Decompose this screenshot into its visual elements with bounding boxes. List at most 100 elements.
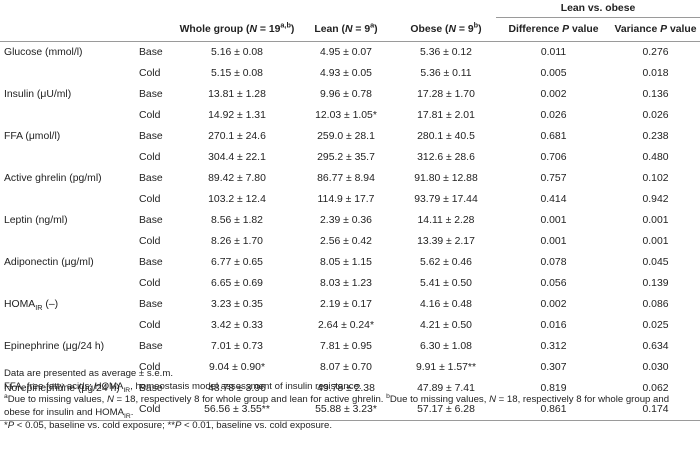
- table-row: Cold 6.65 ± 0.69 8.03 ± 1.23 5.41 ± 0.50 0.0…: [0, 273, 700, 294]
- lean-value: 8.05 ± 1.15: [320, 257, 372, 268]
- difference-p-value: 0.681: [540, 131, 567, 142]
- footnote-significance: *P < 0.05, baseline vs. cold exposure; *…: [4, 420, 333, 431]
- condition-label: Cold: [139, 152, 161, 163]
- variable-label: HOMAIR (–): [4, 299, 59, 313]
- whole-group-value: 270.1 ± 24.6: [208, 131, 266, 142]
- difference-p-value: 0.757: [540, 173, 567, 184]
- condition-label: Base: [139, 131, 163, 142]
- lean-value: 259.0 ± 28.1: [317, 131, 375, 142]
- condition-label: Cold: [139, 194, 161, 205]
- table-row: FFA (μmol/l) Base 270.1 ± 24.6 259.0 ± 28.1…: [0, 126, 700, 147]
- table-row: HOMAIR (–) Base 3.23 ± 0.35 2.19 ± 0.17 4.16…: [0, 294, 700, 315]
- lean-value: 8.07 ± 0.70: [320, 362, 372, 373]
- lean-value: 86.77 ± 8.94: [317, 173, 375, 184]
- difference-p-value: 0.002: [540, 299, 567, 310]
- variance-p-value: 0.001: [642, 215, 669, 226]
- difference-p-value: 0.016: [540, 320, 567, 331]
- lean-value: 2.56 ± 0.42: [320, 236, 372, 247]
- whole-group-value: 8.56 ± 1.82: [211, 215, 263, 226]
- condition-label: Cold: [139, 278, 161, 289]
- obese-value: 14.11 ± 2.28: [417, 215, 475, 226]
- condition-label: Base: [139, 173, 163, 184]
- obese-value: 91.80 ± 12.88: [414, 173, 478, 184]
- variable-label: [0, 273, 133, 294]
- lean-value: 2.19 ± 0.17: [320, 299, 372, 310]
- whole-group-value: 103.2 ± 12.4: [208, 194, 266, 205]
- difference-p-value: 0.078: [540, 257, 567, 268]
- variance-p-value: 0.025: [642, 320, 669, 331]
- variance-p-value: 0.136: [642, 89, 669, 100]
- variance-p-value: 0.942: [642, 194, 669, 205]
- whole-group-value: 5.16 ± 0.08: [178, 41, 296, 63]
- whole-group-value: 5.15 ± 0.08: [211, 68, 263, 79]
- lean-value: 2.39 ± 0.36: [320, 215, 372, 226]
- variance-p-value: 0.634: [642, 341, 669, 352]
- variable-label: FFA (μmol/l): [4, 131, 61, 142]
- footnote-abbreviations: FFA, free fatty acids; HOMAIR, homeostas…: [4, 381, 362, 394]
- obese-value: 13.39 ± 2.17: [417, 236, 475, 247]
- lean-value: 4.93 ± 0.05: [320, 68, 372, 79]
- condition-label: Base: [139, 215, 163, 226]
- obese-value: 5.36 ± 0.11: [420, 68, 472, 79]
- difference-p-value: 0.706: [540, 152, 567, 163]
- obese-value: 47.89 ± 7.41: [417, 383, 475, 394]
- condition-label: Cold: [139, 110, 161, 121]
- lean-value: 12.03 ± 1.05*: [315, 110, 377, 121]
- difference-p-value: 0.819: [540, 383, 567, 394]
- variance-p-value: 0.276: [611, 41, 700, 63]
- lean-value: 114.9 ± 17.7: [317, 194, 375, 205]
- variance-p-value: 0.001: [642, 236, 669, 247]
- condition-label: Base: [133, 41, 178, 63]
- footnote-data: Data are presented as average ± s.e.m.: [4, 368, 173, 379]
- difference-p-value: 0.414: [540, 194, 567, 205]
- condition-label: Cold: [139, 68, 161, 79]
- condition-label: Base: [139, 299, 163, 310]
- difference-p-value: 0.002: [540, 89, 567, 100]
- variable-label: [0, 63, 133, 84]
- whole-group-value: 48.78 ± 3.96: [208, 383, 266, 394]
- obese-value: 280.1 ± 40.5: [417, 131, 475, 142]
- difference-p-value: 0.312: [540, 341, 567, 352]
- whole-group-value: 3.23 ± 0.35: [211, 299, 263, 310]
- whole-group-value: 304.4 ± 22.1: [208, 152, 266, 163]
- variance-p-value: 0.045: [642, 257, 669, 268]
- lean-value: 9.96 ± 0.78: [320, 89, 372, 100]
- difference-p-value: 0.307: [540, 362, 567, 373]
- variable-label: Adiponectin (μg/ml): [4, 257, 94, 268]
- condition-label: Base: [139, 257, 163, 268]
- whole-group-value: 9.04 ± 0.90*: [209, 362, 265, 373]
- obese-value: 17.28 ± 1.70: [417, 89, 475, 100]
- col-difference-p: Difference P value: [496, 17, 611, 42]
- obese-value: 93.79 ± 17.44: [414, 194, 478, 205]
- variance-p-value: 0.026: [642, 110, 669, 121]
- lean-value: 2.64 ± 0.24*: [318, 320, 374, 331]
- col-variance-p: Variance P value: [611, 17, 700, 42]
- table-row: Cold 5.15 ± 0.08 4.93 ± 0.05 5.36 ± 0.11 0.0…: [0, 63, 700, 84]
- variable-label: Glucose (mmol/l): [0, 41, 133, 63]
- whole-group-value: 7.01 ± 0.73: [211, 341, 263, 352]
- lean-value: 55.88 ± 3.23*: [296, 399, 396, 421]
- whole-group-value: 56.56 ± 3.55**: [178, 399, 296, 421]
- table-row: Cold 14.92 ± 1.31 12.03 ± 1.05* 17.81 ± 2.0…: [0, 105, 700, 126]
- variance-p-value: 0.174: [611, 399, 700, 421]
- obese-value: 17.81 ± 2.01: [417, 110, 475, 121]
- obese-value: 5.62 ± 0.46: [420, 257, 472, 268]
- group-header-lean-vs-obese: Lean vs. obese: [496, 0, 700, 18]
- footnote-missing-values: aDue to missing values, N = 18, respecti…: [4, 392, 670, 420]
- table-row: Cold 304.4 ± 22.1 295.2 ± 35.7 312.6 ± 28.6…: [0, 147, 700, 168]
- table-row: Active ghrelin (pg/ml) Base 89.42 ± 7.80 86…: [0, 168, 700, 189]
- condition-label: Base: [139, 383, 163, 394]
- col-lean: Lean (N = 9a): [296, 17, 396, 42]
- variance-p-value: 0.480: [642, 152, 669, 163]
- difference-p-value: 0.861: [496, 399, 611, 421]
- obese-value: 5.41 ± 0.50: [420, 278, 472, 289]
- obese-value: 9.91 ± 1.57**: [415, 362, 476, 373]
- variable-label: [0, 147, 133, 168]
- difference-p-value: 0.056: [540, 278, 567, 289]
- table-row: Norepinephrine (μg/24 h) Base 48.78 ± 3.96…: [0, 378, 700, 399]
- obese-value: 6.30 ± 1.08: [420, 341, 472, 352]
- lean-value: 4.95 ± 0.07: [296, 41, 396, 63]
- variance-p-value: 0.030: [642, 362, 669, 373]
- variable-label: Epinephrine (μg/24 h): [4, 341, 105, 352]
